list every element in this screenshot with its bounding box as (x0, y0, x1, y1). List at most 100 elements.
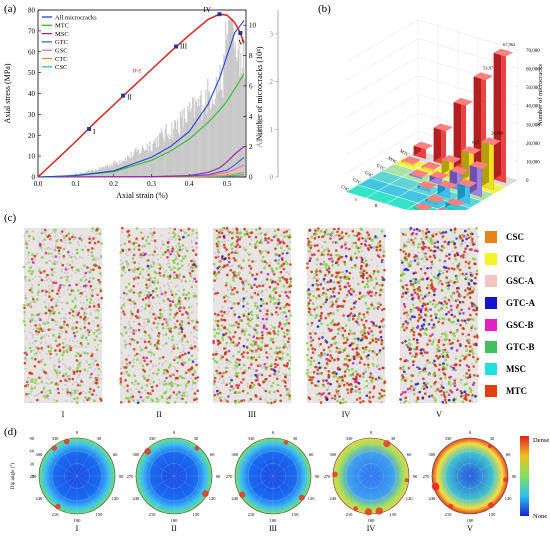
ae-bar (231, 18, 233, 178)
crack-marker (216, 291, 219, 295)
crack-marker (409, 227, 413, 230)
crack-marker (88, 398, 91, 401)
crack-marker (142, 276, 145, 279)
crack-marker (89, 284, 92, 288)
crack-marker (416, 293, 419, 296)
crack-marker (282, 346, 286, 349)
crack-marker (380, 320, 383, 323)
crack-marker (150, 385, 154, 389)
crack-marker (76, 289, 80, 292)
crack-marker (234, 364, 237, 368)
crack-marker (131, 398, 134, 401)
crack-marker (383, 234, 387, 238)
crack-marker (425, 231, 428, 235)
crack-marker (258, 336, 262, 340)
crack-marker (158, 263, 162, 266)
bar-top (445, 198, 465, 207)
crack-marker (74, 297, 77, 300)
crack-marker (149, 263, 152, 266)
crack-marker (252, 339, 255, 343)
crack-marker (236, 386, 240, 390)
crack-marker (163, 368, 166, 372)
crack-marker (257, 232, 260, 235)
crack-marker (184, 246, 187, 249)
crack-marker (44, 396, 47, 399)
crack-marker (442, 351, 446, 354)
crack-marker (465, 382, 469, 385)
crack-marker (137, 244, 141, 247)
crack-marker (365, 394, 369, 397)
crack-marker (380, 288, 384, 292)
crack-marker (347, 318, 351, 322)
crack-marker (241, 281, 245, 285)
crack-marker (417, 374, 420, 377)
crack-marker (183, 394, 186, 397)
crack-marker (155, 347, 159, 350)
crack-marker (226, 299, 229, 302)
crack-marker (378, 367, 381, 371)
crack-marker (316, 368, 320, 372)
crack-marker (157, 331, 161, 335)
crack-marker (432, 254, 436, 257)
crack-marker (133, 348, 136, 351)
crack-marker (358, 354, 362, 358)
crack-marker (458, 262, 461, 265)
crack-marker (157, 258, 160, 261)
crack-marker (84, 275, 87, 278)
crack-marker (438, 355, 442, 358)
crack-marker (403, 401, 406, 404)
crack-marker (460, 391, 464, 395)
crack-marker (434, 276, 438, 280)
crack-marker (176, 284, 179, 287)
crack-marker (176, 262, 180, 266)
crack-marker (89, 293, 92, 295)
crack-marker (259, 238, 263, 242)
bar-face (425, 198, 438, 206)
crack-marker (43, 279, 46, 282)
crack-marker (265, 351, 268, 354)
crack-marker (276, 374, 279, 377)
crack-marker (187, 233, 190, 237)
crack-marker (62, 247, 66, 251)
bar-top (413, 141, 433, 150)
crack-marker (305, 341, 309, 345)
crack-marker (221, 313, 223, 316)
crack-marker (307, 307, 311, 310)
crack-marker (458, 311, 461, 314)
crack-marker (236, 358, 239, 361)
crack-marker (86, 317, 89, 320)
crack-marker (188, 358, 191, 361)
crack-marker (461, 394, 465, 398)
crack-marker (278, 254, 281, 257)
ae-bar (221, 90, 223, 177)
crack-marker (362, 350, 366, 354)
crack-marker (222, 296, 226, 299)
crack-marker (65, 367, 68, 369)
x-tick-label: 0.2 (109, 180, 118, 188)
crack-marker (409, 320, 412, 323)
crack-marker (227, 395, 230, 398)
crack-marker (233, 302, 236, 305)
crack-marker (473, 242, 476, 244)
crack-marker (273, 326, 276, 330)
crack-marker (78, 255, 81, 258)
crack-marker (151, 389, 155, 392)
crack-marker (237, 232, 240, 235)
crack-marker (264, 237, 267, 240)
crack-marker (158, 362, 161, 365)
crack-marker (83, 264, 86, 268)
crack-marker (365, 379, 369, 383)
ae-bar (166, 136, 168, 177)
crack-marker (433, 305, 437, 308)
crack-marker (355, 244, 358, 248)
ae-bar (138, 149, 140, 177)
crack-marker (187, 296, 191, 300)
crack-marker (471, 237, 474, 241)
crack-marker (377, 307, 380, 310)
crack-marker (444, 401, 448, 404)
crack-marker (181, 338, 184, 341)
crack-marker (257, 347, 260, 350)
y2-tick-label: 8 (249, 52, 253, 60)
crack-marker (269, 278, 273, 282)
crack-marker (213, 334, 217, 338)
